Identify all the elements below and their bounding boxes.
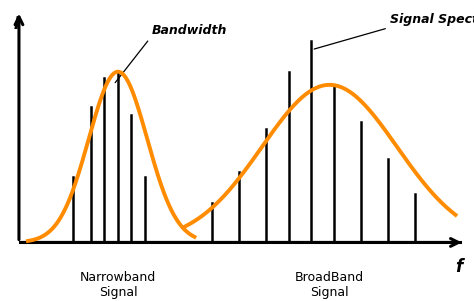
Text: BroadBand
Signal: BroadBand Signal: [295, 271, 364, 299]
Text: Narrowband
Signal: Narrowband Signal: [80, 271, 156, 299]
Text: Bandwidth: Bandwidth: [152, 24, 227, 37]
Text: f: f: [455, 258, 462, 276]
Text: I: I: [14, 15, 20, 33]
Text: Signal Spectrum: Signal Spectrum: [390, 13, 474, 26]
